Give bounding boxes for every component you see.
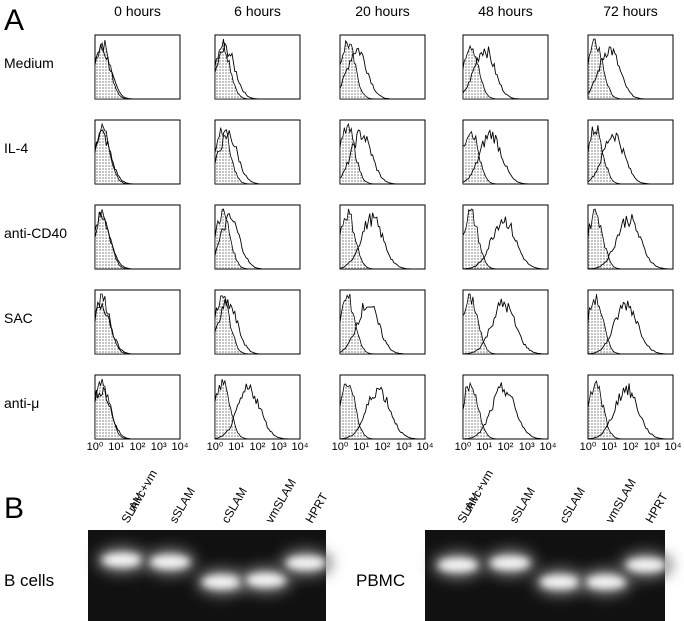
gel-band [286,556,326,570]
axis-tick-label: 10⁴ [540,441,557,453]
stained-histogram [339,47,425,100]
column-header: 6 hours [234,3,281,19]
gel-band [438,558,478,572]
axis-tick-label: 10¹ [601,441,617,453]
stained-histogram [94,43,180,100]
axis-tick-label: 10² [498,441,514,453]
lane-label: vmSLAM [602,476,638,525]
lane-label: sSLAM [166,485,197,526]
axis-tick-label: 10⁴ [665,441,682,453]
row-label: SAC [4,310,33,326]
control-histogram [462,381,548,440]
stained-histogram [587,46,673,100]
lane-label: cSLAM [218,485,249,526]
axis-tick-label: 10³ [644,441,660,453]
stained-histogram [463,216,549,270]
stained-histogram [587,383,673,440]
control-histogram [462,293,548,355]
gel-band [586,575,626,589]
axis-tick-label: 10² [375,441,391,453]
axis-tick-label: 10⁴ [292,441,309,453]
stained-histogram [339,212,425,270]
axis-tick-label: 10⁰ [207,441,224,453]
stained-histogram [339,129,425,185]
gel-band [626,558,666,572]
axis-tick-label: 10² [250,441,266,453]
axis-tick-label: 10² [623,441,639,453]
row-label: anti-μ [4,395,39,411]
axis-tick-label: 10¹ [353,441,369,453]
gel-band [490,556,530,570]
stained-histogram [462,129,548,185]
column-header: 72 hours [603,3,657,19]
stained-histogram [94,129,180,185]
stained-histogram [462,382,549,440]
axis-tick-label: 10² [130,441,146,453]
row-label: Medium [4,55,54,71]
lane-label: HPRT [302,490,331,526]
gel-label: B cells [4,571,54,590]
stained-histogram [587,132,673,185]
lane-label: sSLAM [506,485,537,526]
gel-band [150,555,190,569]
stained-histogram [94,386,180,440]
row-label: IL-4 [4,140,28,156]
stained-histogram [587,214,673,270]
axis-tick-label: 10⁰ [87,441,104,453]
panel-label: B [4,492,24,525]
gel-label: PBMC [356,571,405,590]
axis-tick-label: 10¹ [476,441,492,453]
panel-label: A [4,4,24,37]
lane-label: SLAM [454,490,482,525]
lane-label: SLAM [118,490,146,525]
row-label: anti-CD40 [4,225,67,241]
control-histogram [587,293,673,355]
stained-histogram [339,303,425,355]
axis-tick-label: 10⁰ [580,441,597,453]
stained-histogram [462,46,548,100]
stained-histogram [214,42,300,100]
gel-band [540,575,580,589]
axis-tick-label: 10⁴ [172,441,189,453]
lane-label: cSLAM [556,485,587,526]
stained-histogram [587,300,673,355]
stained-histogram [214,212,300,270]
axis-tick-label: 10³ [519,441,535,453]
column-header: 0 hours [114,3,161,19]
lane-label: HPRT [642,490,671,526]
column-header: 48 hours [478,3,532,19]
control-histogram [339,383,425,440]
lane-label: vmSLAM [262,476,298,525]
stained-histogram [462,298,549,355]
axis-tick-label: 10¹ [108,441,124,453]
stained-histogram [214,383,300,440]
stained-histogram [214,299,300,355]
axis-tick-label: 10³ [151,441,167,453]
gel-band [202,575,242,589]
axis-tick-label: 10⁰ [332,441,349,453]
control-histogram [587,208,673,270]
stained-histogram [95,301,180,355]
gel-band [102,553,142,567]
axis-tick-label: 10¹ [228,441,244,453]
axis-tick-label: 10³ [271,441,287,453]
gel-band [246,573,286,587]
control-histogram [587,380,673,440]
axis-tick-label: 10⁰ [455,441,472,453]
stained-histogram [339,386,425,440]
column-header: 20 hours [355,3,409,19]
axis-tick-label: 10³ [396,441,412,453]
control-histogram [462,208,548,270]
stained-histogram [94,211,180,270]
stained-histogram [214,129,300,185]
axis-tick-label: 10⁴ [417,441,434,453]
